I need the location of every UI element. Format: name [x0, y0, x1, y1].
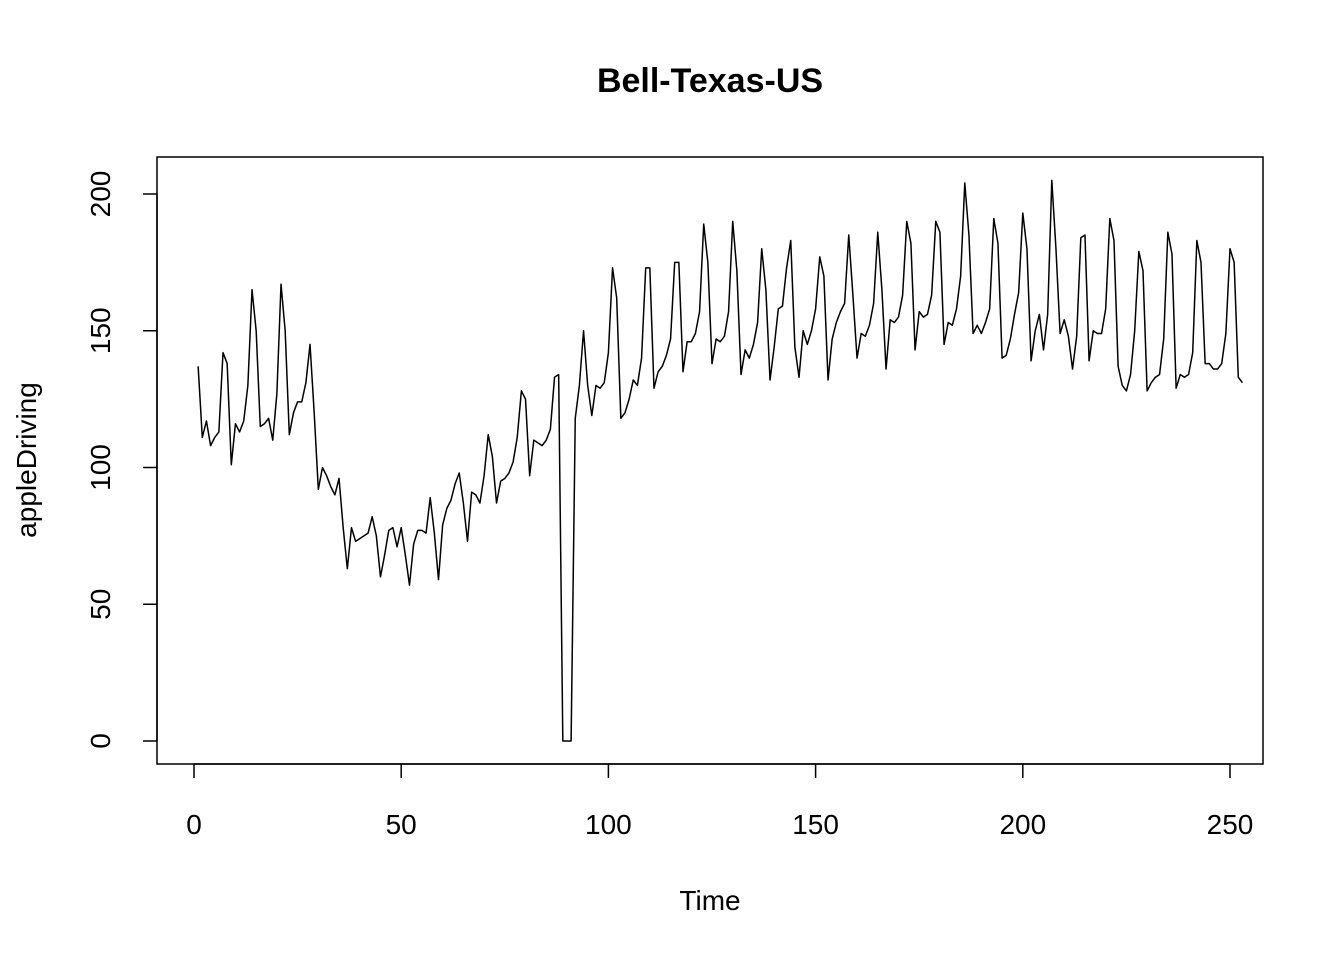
x-axis-label: Time	[679, 885, 740, 916]
plot-area-box	[156, 156, 1264, 765]
x-tick-label: 200	[999, 809, 1046, 840]
x-tick-label: 100	[585, 809, 632, 840]
y-tick-label: 0	[85, 733, 116, 749]
series-line-appledriving	[197, 179, 1244, 742]
y-tick-label: 100	[85, 444, 116, 491]
x-tick-label: 250	[1207, 809, 1254, 840]
y-tick-label: 200	[85, 171, 116, 218]
chart-title: Bell-Texas-US	[597, 62, 823, 100]
y-tick-label: 150	[85, 307, 116, 354]
y-tick-label: 50	[85, 589, 116, 620]
y-axis: 0 50 100 150 200	[85, 171, 158, 749]
x-tick-label: 150	[792, 809, 839, 840]
x-axis: 0 50 100 150 200 250	[186, 763, 1254, 840]
y-axis-label: appleDriving	[11, 382, 42, 538]
x-tick-label: 50	[386, 809, 417, 840]
x-tick-label: 0	[186, 809, 202, 840]
